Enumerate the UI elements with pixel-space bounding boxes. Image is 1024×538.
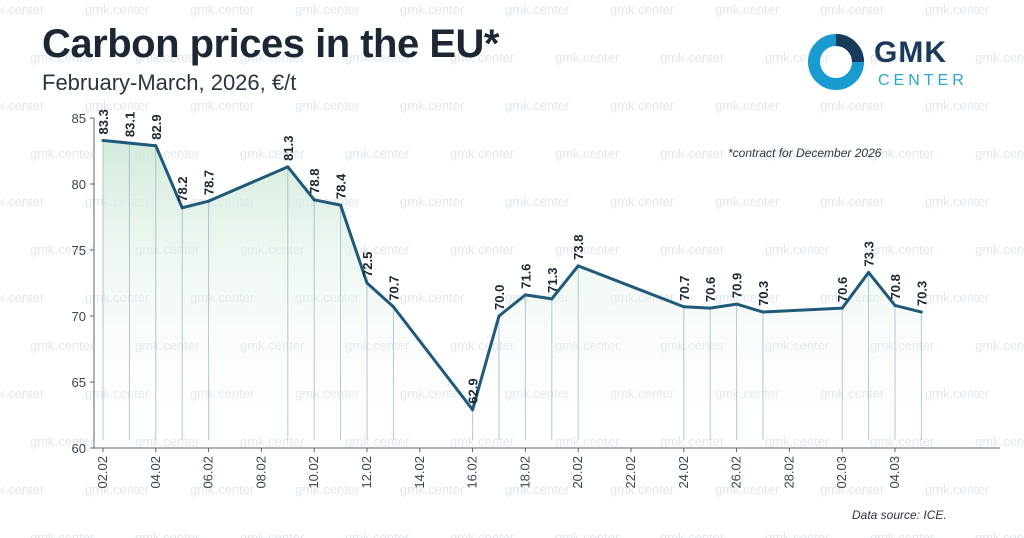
data-label: 78.8	[307, 169, 322, 194]
data-label: 70.7	[386, 275, 401, 300]
x-tick-label: 18.02	[517, 456, 532, 489]
data-label: 71.6	[518, 264, 533, 289]
logo-subword: CENTER	[878, 72, 968, 89]
data-point	[365, 281, 369, 285]
chart-title: Carbon prices in the EU*	[42, 22, 499, 66]
data-point	[497, 314, 501, 318]
x-tick-label: 08.02	[253, 456, 268, 489]
data-label: 62.9	[466, 378, 481, 403]
data-label: 73.3	[862, 241, 877, 266]
data-label: 70.0	[492, 285, 507, 310]
data-source: Data source: ICE.	[852, 508, 947, 522]
data-label: 83.1	[122, 112, 137, 137]
logo-word: GMK	[874, 36, 947, 69]
x-tick-label: 22.02	[623, 456, 638, 489]
y-tick-label: 85	[72, 111, 86, 126]
x-tick-label: 26.02	[729, 456, 744, 489]
price-area-fill	[103, 140, 922, 448]
y-tick-label: 65	[72, 375, 86, 390]
x-tick-label: 24.02	[676, 456, 691, 489]
y-tick-label: 80	[72, 177, 86, 192]
data-label: 72.5	[360, 252, 375, 277]
data-point	[154, 144, 158, 148]
x-tick-label: 04.02	[148, 456, 163, 489]
y-tick-label: 75	[72, 243, 86, 258]
x-tick-label: 28.02	[781, 456, 796, 489]
data-point	[207, 199, 211, 203]
data-point	[286, 165, 290, 169]
data-point	[391, 305, 395, 309]
data-point	[550, 297, 554, 301]
x-tick-label: 02.03	[834, 456, 849, 489]
data-point	[471, 408, 475, 412]
data-label: 78.2	[175, 176, 190, 201]
x-tick-label: 06.02	[201, 456, 216, 489]
data-label: 73.8	[571, 235, 586, 260]
y-tick-label: 70	[72, 309, 86, 324]
data-point	[893, 303, 897, 307]
data-label: 70.3	[756, 281, 771, 306]
data-point	[576, 264, 580, 268]
data-label: 81.3	[281, 136, 296, 161]
data-label: 82.9	[149, 114, 164, 139]
logo-ring-icon	[808, 34, 864, 90]
x-tick-label: 16.02	[465, 456, 480, 489]
data-label: 70.6	[703, 277, 718, 302]
data-point	[867, 270, 871, 274]
x-tick-label: 12.02	[359, 456, 374, 489]
data-point	[180, 206, 184, 210]
data-point	[840, 306, 844, 310]
x-tick-label: 10.02	[306, 456, 321, 489]
data-label: 78.4	[334, 173, 349, 199]
gmk-center-logo: GMK CENTER	[808, 34, 998, 94]
data-point	[101, 138, 105, 142]
contract-footnote: *contract for December 2026	[728, 146, 882, 160]
x-tick-label: 02.02	[95, 456, 110, 489]
data-point	[682, 305, 686, 309]
x-tick-label: 14.02	[412, 456, 427, 489]
data-point	[919, 310, 923, 314]
data-label: 78.7	[202, 170, 217, 195]
data-label: 70.6	[835, 277, 850, 302]
data-point	[708, 306, 712, 310]
data-point	[127, 141, 131, 145]
data-label: 70.7	[677, 275, 692, 300]
data-label: 70.8	[888, 274, 903, 299]
data-point	[761, 310, 765, 314]
y-tick-label: 60	[72, 441, 86, 456]
data-label: 70.3	[914, 281, 929, 306]
data-point	[523, 293, 527, 297]
data-label: 71.3	[545, 268, 560, 293]
chart-subtitle: February-March, 2026, €/t	[42, 70, 297, 95]
data-label: 70.9	[730, 273, 745, 298]
data-point	[339, 203, 343, 207]
x-tick-label: 20.02	[570, 456, 585, 489]
data-label: 83.3	[96, 109, 111, 134]
data-point	[312, 198, 316, 202]
x-tick-label: 04.03	[887, 456, 902, 489]
data-point	[735, 302, 739, 306]
